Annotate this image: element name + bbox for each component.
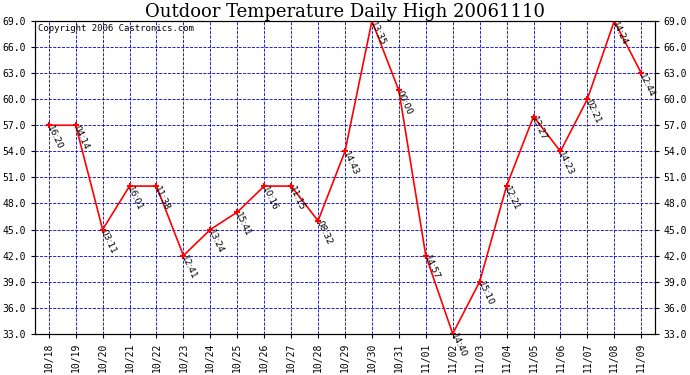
- Text: 16:20: 16:20: [45, 124, 63, 151]
- Text: 13:27: 13:27: [529, 115, 549, 142]
- Text: 03:11: 03:11: [99, 228, 118, 255]
- Text: 12:41: 12:41: [179, 254, 199, 281]
- Text: 10:16: 10:16: [260, 184, 279, 212]
- Text: 00:00: 00:00: [395, 89, 414, 116]
- Text: 14:57: 14:57: [422, 254, 441, 281]
- Text: Copyright 2006 Castronics.com: Copyright 2006 Castronics.com: [39, 24, 195, 33]
- Text: 15:10: 15:10: [475, 280, 495, 308]
- Text: 13:24: 13:24: [206, 228, 226, 255]
- Text: 13:35: 13:35: [368, 20, 387, 47]
- Text: 14:23: 14:23: [556, 150, 575, 177]
- Text: 15:41: 15:41: [233, 211, 253, 238]
- Text: 16:01: 16:01: [126, 184, 145, 212]
- Text: 04:14: 04:14: [72, 124, 90, 151]
- Text: 02:21: 02:21: [583, 98, 602, 125]
- Text: 08:32: 08:32: [314, 219, 333, 247]
- Text: 14:24: 14:24: [611, 20, 629, 46]
- Text: 11:38: 11:38: [152, 184, 172, 212]
- Text: 14:43: 14:43: [341, 150, 360, 177]
- Text: 12:44: 12:44: [638, 72, 656, 99]
- Title: Outdoor Temperature Daily High 20061110: Outdoor Temperature Daily High 20061110: [145, 3, 545, 21]
- Text: 11:15: 11:15: [287, 184, 306, 212]
- Text: 12:21: 12:21: [502, 184, 522, 212]
- Text: 14:40: 14:40: [448, 332, 468, 360]
